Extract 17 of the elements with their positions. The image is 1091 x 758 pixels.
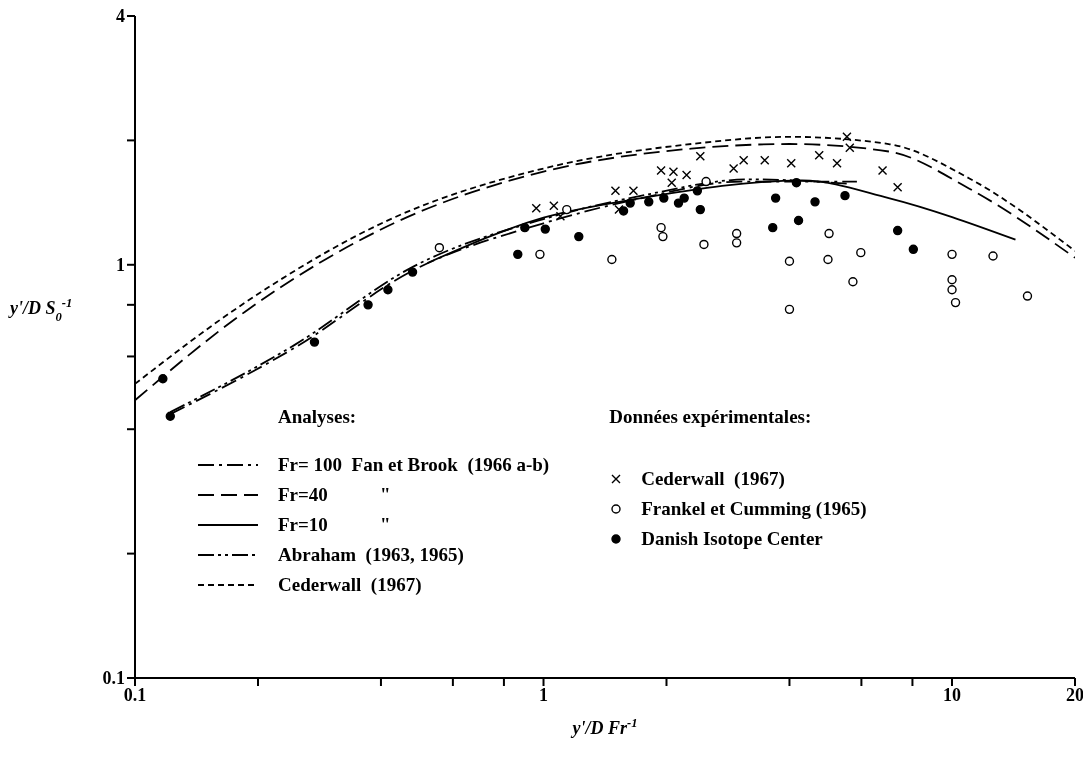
legend-label: Abraham (1963, 1965) [278,544,464,566]
legend-label: Frankel et Cumming (1965) [641,498,867,520]
legend-label: Cederwall (1967) [641,468,785,490]
legend-label: Fr= 100 Fan et Brook (1966 a-b) [278,454,550,476]
y-tick-label: 0.1 [102,668,125,689]
legend-label: Danish Isotope Center [641,528,823,550]
legend-label: Fr=40 " [278,484,391,506]
x-tick-label: 10 [943,684,962,705]
annotation: Analyses: [277,406,358,429]
legend-label: Cederwall (1967) [278,574,422,596]
legend-label: Fr=10 " [278,514,391,536]
annotation: Données expérimentales: [609,406,813,429]
x-axis-title: y'/D Fr$^{-1}$ [570,716,638,738]
y-tick-label: 4 [116,6,125,27]
x-tick-label: 1 [539,684,549,705]
x-tick-label: 20 [1066,684,1084,705]
y-tick-label: 1 [116,255,125,276]
